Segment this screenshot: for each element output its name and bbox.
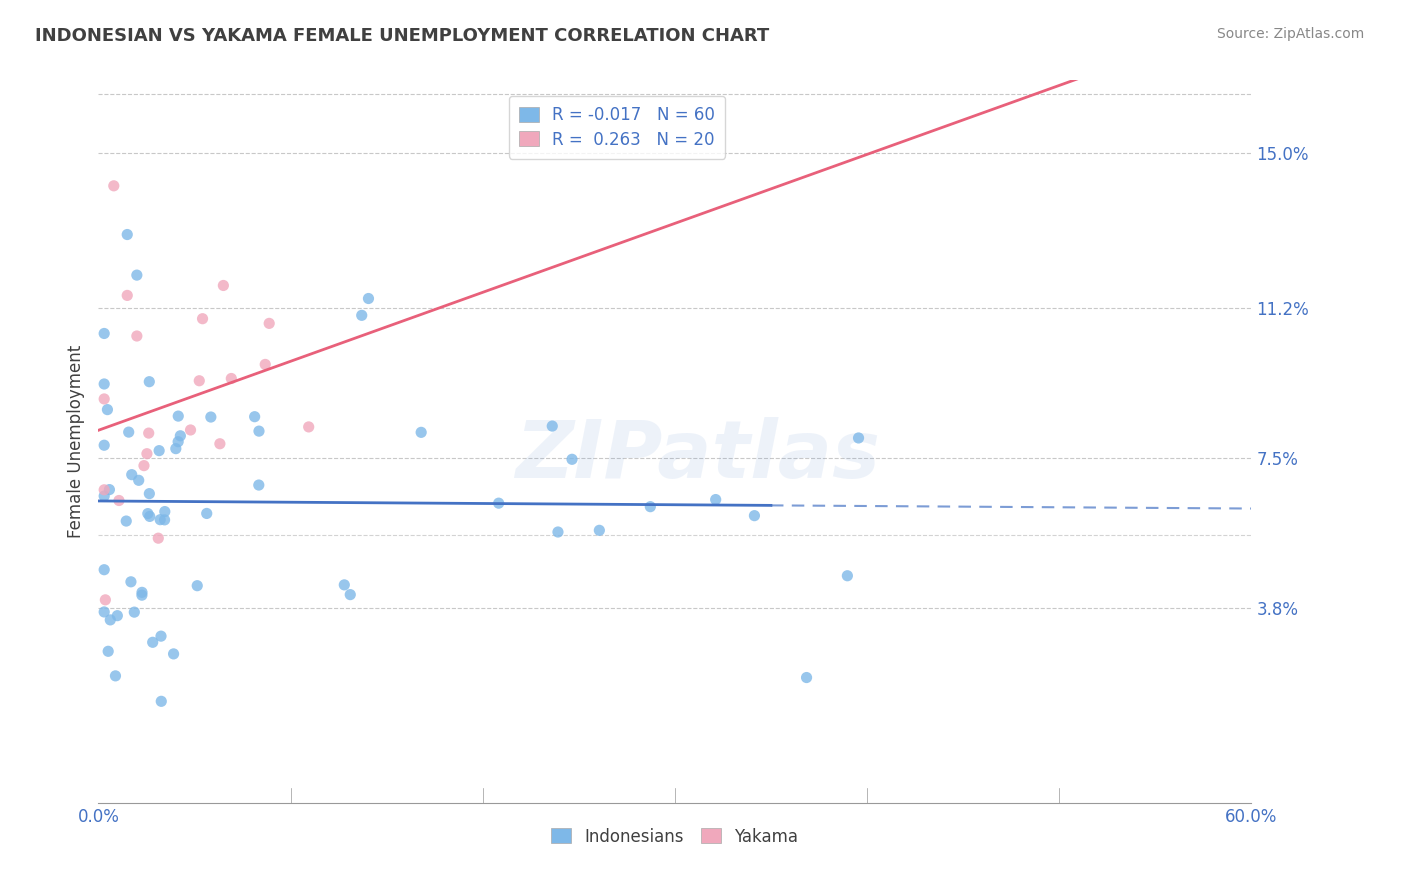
Point <box>180 423 202 437</box>
Point <box>796 671 818 685</box>
Point <box>640 500 662 514</box>
Point <box>148 531 170 545</box>
Text: INDONESIAN VS YAKAMA FEMALE UNEMPLOYMENT CORRELATION CHART: INDONESIAN VS YAKAMA FEMALE UNEMPLOYMENT… <box>35 27 769 45</box>
Point <box>103 178 125 193</box>
Point <box>93 438 115 452</box>
Point <box>298 420 321 434</box>
Point <box>131 588 153 602</box>
Point <box>138 426 160 441</box>
Point <box>350 309 373 323</box>
Point <box>165 442 187 456</box>
Point <box>339 588 361 602</box>
Point <box>93 483 115 497</box>
Point <box>138 375 160 389</box>
Point <box>98 613 121 627</box>
Point <box>125 268 148 282</box>
Point <box>115 514 138 528</box>
Point <box>128 473 150 487</box>
Point <box>97 644 120 658</box>
Point <box>167 409 190 423</box>
Point <box>105 608 128 623</box>
Point <box>118 425 141 439</box>
Point <box>488 496 510 510</box>
Point <box>93 326 115 341</box>
Point <box>117 227 139 242</box>
Point <box>744 508 766 523</box>
Y-axis label: Female Unemployment: Female Unemployment <box>66 345 84 538</box>
Point <box>153 513 176 527</box>
Point <box>94 592 117 607</box>
Point <box>704 492 727 507</box>
Point <box>124 605 146 619</box>
Point <box>136 507 159 521</box>
Point <box>120 574 142 589</box>
Point <box>837 568 859 582</box>
Point <box>162 647 184 661</box>
Point <box>142 635 165 649</box>
Point <box>139 509 162 524</box>
Point <box>254 358 277 372</box>
Point <box>93 392 115 406</box>
Point <box>357 292 380 306</box>
Point <box>96 402 118 417</box>
Point <box>125 329 148 343</box>
Text: ZIPatlas: ZIPatlas <box>516 417 880 495</box>
Point <box>167 434 190 449</box>
Point <box>186 579 208 593</box>
Point <box>149 513 172 527</box>
Point <box>104 669 127 683</box>
Point <box>108 493 131 508</box>
Point <box>131 585 153 599</box>
Point <box>411 425 433 440</box>
Point <box>195 507 218 521</box>
Point <box>247 478 270 492</box>
Point <box>588 524 610 538</box>
Point <box>132 458 155 473</box>
Point <box>93 605 115 619</box>
Point <box>188 374 211 388</box>
Point <box>221 371 243 385</box>
Point <box>135 447 157 461</box>
Point <box>121 467 143 482</box>
Point <box>93 376 115 391</box>
Point <box>93 563 115 577</box>
Point <box>93 489 115 503</box>
Point <box>333 578 356 592</box>
Point <box>148 443 170 458</box>
Legend: Indonesians, Yakama: Indonesians, Yakama <box>544 821 806 852</box>
Point <box>243 409 266 424</box>
Point <box>98 483 121 497</box>
Point <box>547 524 569 539</box>
Point <box>541 419 564 434</box>
Point <box>848 431 870 445</box>
Point <box>150 629 173 643</box>
Point <box>208 436 231 450</box>
Point <box>138 486 160 500</box>
Point <box>200 410 222 425</box>
Point <box>191 311 214 326</box>
Point <box>257 317 280 331</box>
Point <box>212 278 235 293</box>
Point <box>150 694 173 708</box>
Text: Source: ZipAtlas.com: Source: ZipAtlas.com <box>1216 27 1364 41</box>
Point <box>117 288 139 302</box>
Point <box>153 505 176 519</box>
Point <box>561 452 583 467</box>
Point <box>247 424 270 438</box>
Point <box>169 429 191 443</box>
